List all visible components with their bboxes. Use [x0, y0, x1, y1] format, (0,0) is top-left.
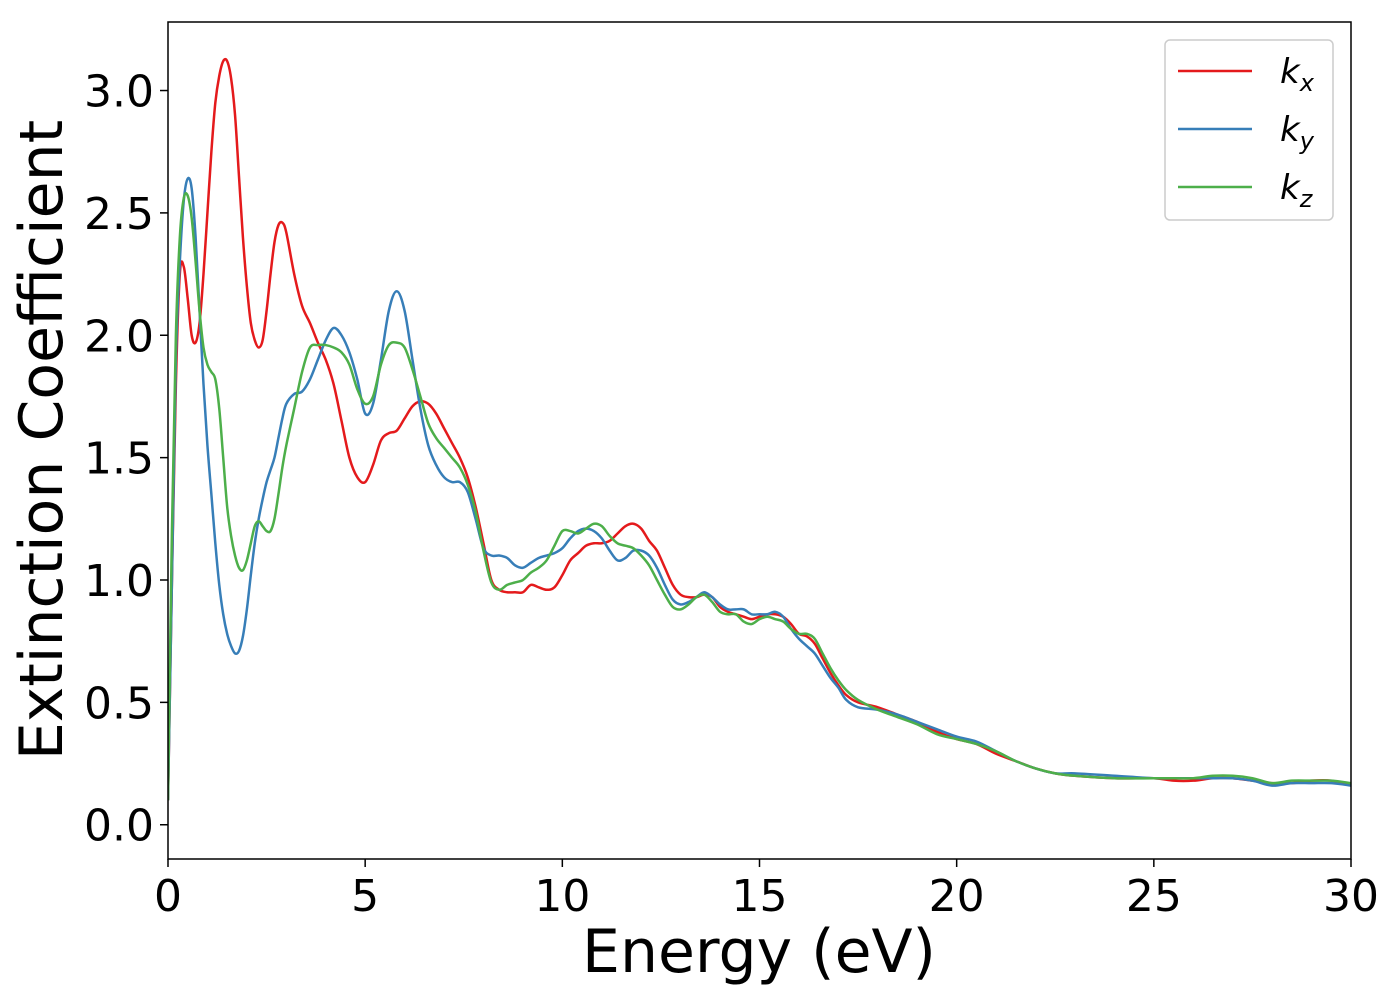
x-tick-label: 5 [351, 871, 379, 922]
y-tick-label: 0.0 [84, 801, 154, 852]
x-tick-label: 15 [732, 871, 788, 922]
y-axis-label: Extinction Coefficient [7, 120, 77, 760]
y-tick-label: 3.0 [84, 67, 154, 118]
x-tick-label: 20 [929, 871, 985, 922]
series-line-ky [168, 176, 1351, 801]
x-axis-ticks: 0 5 10 15 20 25 30 [154, 859, 1379, 922]
legend-label-ky: ky [1280, 110, 1315, 155]
y-tick-label: 2.5 [84, 189, 154, 240]
legend-entries: kx ky kz [1178, 52, 1315, 213]
x-tick-label: 30 [1323, 871, 1379, 922]
legend-label-kz: kz [1280, 168, 1314, 213]
y-tick-label: 0.5 [84, 678, 154, 729]
y-tick-label: 1.5 [84, 434, 154, 485]
legend-label-kx: kx [1280, 52, 1315, 97]
x-tick-label: 25 [1126, 871, 1182, 922]
x-axis-label: Energy (eV) [582, 917, 936, 987]
series-layer [168, 57, 1351, 801]
y-axis-ticks: 0.0 0.5 1.0 1.5 2.0 2.5 3.0 [84, 67, 168, 852]
legend: kx ky kz [1164, 39, 1334, 221]
x-tick-label: 0 [154, 871, 182, 922]
y-tick-label: 2.0 [84, 311, 154, 362]
y-tick-label: 1.0 [84, 556, 154, 607]
series-line-kz [168, 191, 1351, 801]
x-tick-label: 10 [534, 871, 590, 922]
